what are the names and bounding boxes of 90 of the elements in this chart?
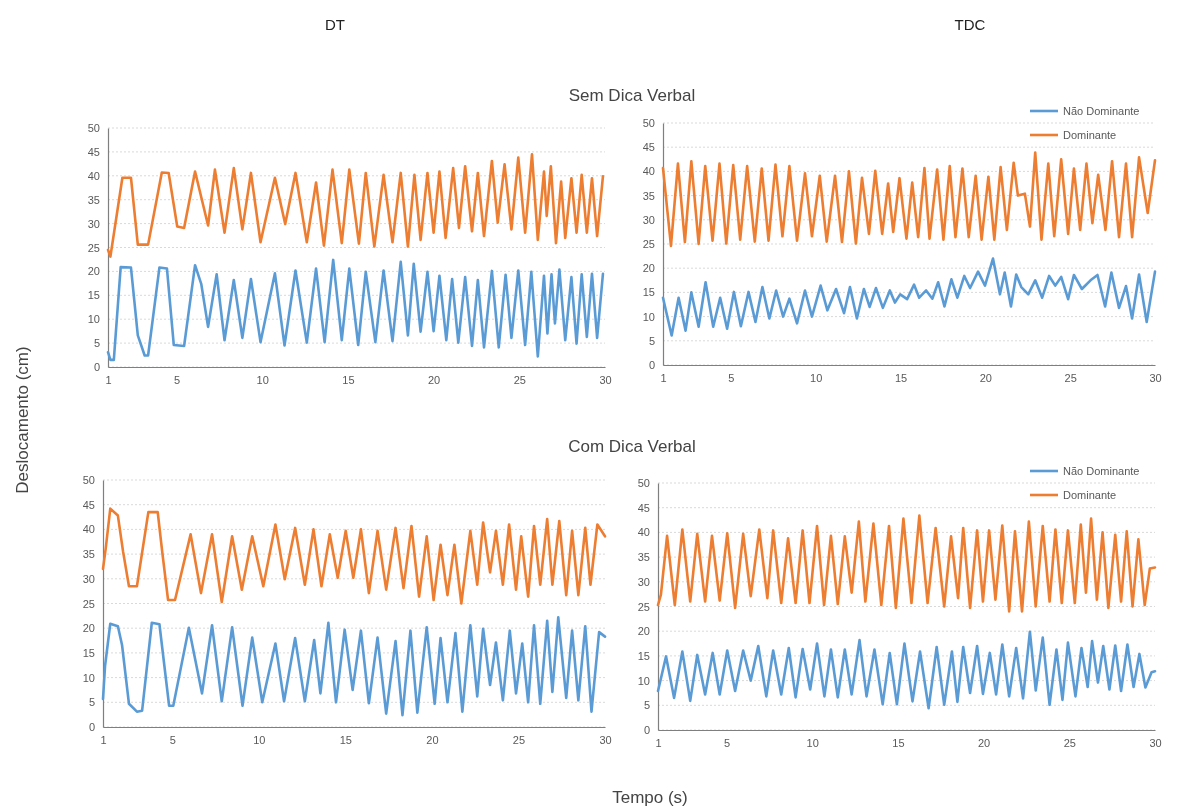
y-tick-label: 30 [87, 217, 100, 230]
x-tick-label: 15 [342, 373, 355, 386]
y-tick-label: 5 [648, 334, 655, 347]
x-tick-label: 20 [978, 736, 991, 749]
chart-title: TDC [954, 16, 986, 33]
x-tick-label: 1 [655, 736, 662, 749]
y-tick-label: 50 [87, 122, 100, 135]
y-tick-label: 45 [82, 498, 95, 511]
y-tick-label: 50 [642, 117, 655, 130]
y-tick-label: 15 [642, 286, 655, 299]
line-series [106, 152, 605, 258]
y-tick-label: 25 [87, 241, 100, 254]
y-tick-label: 10 [87, 313, 100, 326]
y-tick-label: 40 [87, 169, 100, 182]
x-tick-label: 20 [979, 371, 992, 384]
y-tick-label: 20 [82, 622, 95, 635]
x-tick-label: 15 [892, 736, 905, 749]
line-series [656, 630, 1157, 710]
x-tick-label: 25 [513, 373, 526, 386]
y-tick-label: 30 [637, 575, 650, 588]
x-tick-label: 1 [105, 373, 112, 386]
chart-subtitle: Sem Dica Verbal [568, 86, 696, 105]
y-tick-label: 45 [642, 141, 655, 154]
y-tick-label: 0 [643, 724, 650, 737]
x-tick-label: 20 [428, 373, 441, 386]
y-tick-label: 25 [82, 597, 95, 610]
chart-subtitle: Com Dica Verbal [568, 437, 696, 456]
y-tick-label: 5 [88, 696, 95, 709]
legend-label: Não Dominante [1063, 105, 1140, 117]
x-tick-label: 5 [728, 371, 735, 384]
y-tick-label: 45 [87, 145, 100, 158]
x-tick-label: 25 [1063, 736, 1076, 749]
line-series [661, 151, 1157, 248]
x-tick-label: 10 [253, 733, 266, 746]
x-tick-label: 30 [599, 373, 612, 386]
y-tick-label: 30 [82, 572, 95, 585]
legend-label: Não Dominante [1063, 465, 1140, 477]
y-tick-label: 40 [642, 165, 655, 178]
y-tick-label: 45 [637, 501, 650, 514]
x-tick-label: 5 [723, 736, 731, 749]
line-series [101, 616, 607, 717]
y-tick-label: 15 [637, 649, 650, 662]
x-tick-label: 1 [100, 733, 107, 746]
y-tick-label: 35 [82, 548, 95, 561]
line-series [661, 257, 1157, 337]
line-series [656, 514, 1157, 613]
x-tick-label: 10 [810, 371, 823, 384]
y-axis-title: Deslocamento (cm) [13, 346, 32, 494]
x-tick-label: 1 [660, 371, 667, 384]
y-tick-label: 25 [642, 238, 655, 251]
x-tick-label: 15 [894, 371, 908, 384]
x-tick-label: 10 [806, 736, 819, 749]
y-tick-label: 15 [87, 289, 100, 302]
x-tick-label: 20 [426, 733, 439, 746]
x-tick-label: 30 [1149, 736, 1162, 749]
line-series [106, 258, 605, 362]
y-tick-label: 0 [88, 721, 95, 734]
legend-label: Dominante [1063, 489, 1117, 501]
x-axis-title: Tempo (s) [612, 788, 688, 807]
y-tick-label: 5 [93, 337, 100, 350]
y-tick-label: 25 [637, 600, 650, 613]
y-tick-label: 50 [637, 477, 650, 490]
y-tick-label: 0 [93, 361, 100, 374]
y-tick-label: 35 [637, 551, 650, 564]
line-series [101, 507, 607, 605]
legend-label: Dominante [1063, 129, 1117, 141]
y-tick-label: 40 [82, 523, 95, 536]
x-tick-label: 5 [173, 373, 181, 386]
y-tick-label: 15 [82, 646, 95, 659]
y-tick-label: 20 [637, 625, 650, 638]
x-tick-label: 5 [169, 733, 176, 746]
x-tick-label: 25 [1064, 371, 1077, 384]
y-tick-label: 10 [637, 674, 650, 687]
y-tick-label: 5 [643, 699, 650, 712]
x-tick-label: 15 [339, 733, 352, 746]
y-tick-label: 35 [642, 189, 655, 202]
y-tick-label: 20 [642, 262, 655, 275]
y-tick-label: 50 [82, 474, 95, 487]
x-tick-label: 30 [599, 733, 612, 746]
x-tick-label: 10 [256, 373, 269, 386]
y-tick-label: 0 [648, 359, 655, 372]
y-tick-label: 30 [642, 213, 655, 226]
x-tick-label: 30 [1149, 371, 1162, 384]
x-tick-label: 25 [512, 733, 526, 746]
y-tick-label: 10 [642, 310, 655, 323]
y-tick-label: 35 [87, 193, 100, 206]
y-tick-label: 40 [637, 526, 650, 539]
chart-title: DT [325, 16, 345, 33]
y-tick-label: 20 [87, 265, 100, 278]
y-tick-label: 10 [82, 671, 95, 684]
